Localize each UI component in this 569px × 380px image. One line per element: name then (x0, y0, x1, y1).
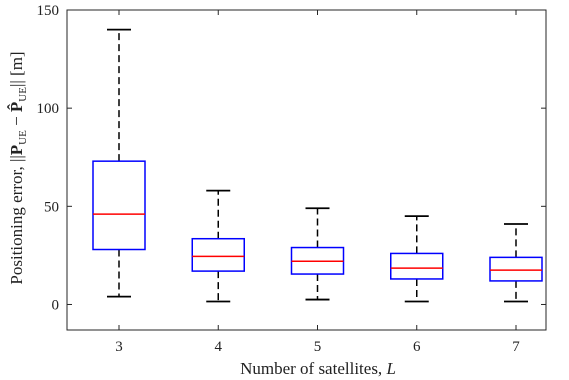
y-tick-label: 150 (37, 3, 60, 19)
plot-frame (66, 9, 547, 331)
iqr-box (489, 256, 543, 282)
y-axis-label: Positioning error, ||PUE − P̂UE|| [m] (7, 51, 29, 284)
x-tick-label: 6 (413, 339, 421, 355)
box-group-3 (92, 28, 146, 298)
iqr-box (191, 237, 245, 272)
y-tick-label: 0 (52, 297, 60, 313)
ticks-layer: 0 50 100 150 3 4 5 6 7 (37, 3, 546, 355)
y-tick-label: 100 (37, 101, 60, 117)
x-tick-label: 7 (512, 339, 520, 355)
box-group-7 (489, 223, 543, 303)
box-group-5 (290, 207, 345, 301)
y-tick-label: 50 (44, 199, 59, 215)
iqr-box (92, 160, 146, 251)
boxes-layer (92, 28, 543, 303)
x-tick-label: 5 (314, 339, 322, 355)
x-tick-label: 4 (215, 339, 223, 355)
iqr-box (390, 252, 444, 280)
box-group-4 (191, 189, 245, 303)
box-group-6 (390, 215, 444, 303)
x-axis-label: Number of satellites, L (240, 359, 396, 378)
axes (66, 9, 547, 331)
x-tick-label: 3 (115, 339, 123, 355)
